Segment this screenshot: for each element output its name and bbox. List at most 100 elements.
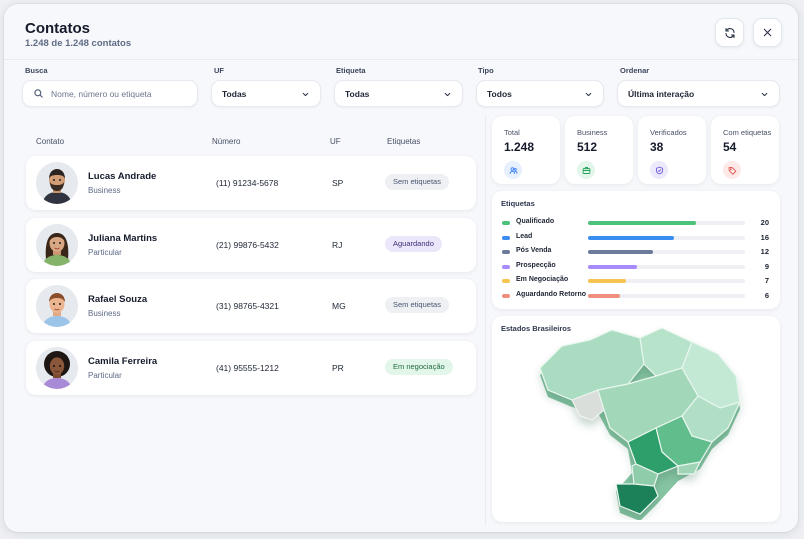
close-icon: [763, 28, 772, 37]
etiqueta-label: Lead: [516, 232, 533, 240]
page-title: Contatos: [25, 20, 90, 37]
contact-uf: RJ: [332, 240, 343, 250]
etiqueta-label: Etiqueta: [336, 66, 366, 75]
etiqueta-row[interactable]: Em Negociação 7: [501, 276, 769, 288]
search-placeholder: Nome, número ou etiqueta: [51, 88, 152, 99]
etiqueta-label: Pós Venda: [516, 247, 552, 255]
stat-value: 512: [577, 140, 598, 154]
etiqueta-row[interactable]: Pós Venda 12: [501, 247, 769, 259]
etiquetas-title: Etiquetas: [501, 199, 535, 208]
contact-number: (21) 99876-5432: [216, 240, 279, 250]
etiqueta-bar-fill: [588, 221, 696, 225]
contact-type: Particular: [88, 371, 122, 380]
map-card: Estados Brasileiros: [492, 316, 780, 522]
etiqueta-label: Aguardando Retorno: [516, 291, 586, 298]
etiqueta-bar-track: [588, 250, 745, 255]
tipo-value: Todos: [487, 88, 512, 99]
status-badge: Em negociação: [385, 359, 453, 375]
etiqueta-count: 6: [764, 291, 769, 300]
state-region-rj[interactable]: [677, 461, 702, 475]
search-icon: [34, 89, 43, 98]
etiqueta-color-swatch: [502, 264, 510, 269]
contact-number: (31) 98765-4321: [216, 301, 279, 311]
etiqueta-color-swatch: [502, 221, 510, 225]
contact-uf: PR: [332, 363, 344, 373]
tipo-select[interactable]: Todos: [476, 80, 604, 107]
uf-select[interactable]: Todas: [211, 80, 321, 107]
avatar: [36, 162, 78, 204]
avatar: [36, 224, 78, 266]
contact-name: Juliana Martins: [88, 233, 158, 244]
uf-value: Todas: [222, 88, 247, 99]
contact-name: Lucas Andrade: [88, 171, 157, 182]
etiqueta-count: 16: [760, 232, 769, 242]
tag-icon: [723, 161, 741, 179]
etiqueta-count: 20: [760, 218, 769, 227]
stat-value: 38: [650, 140, 664, 154]
contact-type: Business: [88, 309, 121, 318]
contact-number: (41) 95555-1212: [216, 363, 279, 373]
etiqueta-bar-track: [588, 264, 745, 269]
etiqueta-count: 12: [760, 247, 769, 257]
etiqueta-label: Qualificado: [516, 218, 555, 225]
table-row[interactable]: Rafael Souza Business (31) 98765-4321 MG…: [26, 279, 476, 333]
etiqueta-row[interactable]: Qualificado 20: [501, 218, 769, 230]
close-button[interactable]: [753, 18, 782, 47]
etiqueta-bar-fill: [588, 279, 626, 284]
etiqueta-bar-track: [588, 294, 745, 298]
state-region-pr[interactable]: [631, 463, 659, 487]
stat-value: 54: [723, 140, 737, 154]
contact-name: Rafael Souza: [88, 294, 148, 305]
stat-label: Com etiquetas: [723, 128, 772, 137]
status-badge: Aguardando: [385, 236, 442, 252]
etiqueta-row[interactable]: Prospecção 9: [501, 262, 769, 274]
brazil-map[interactable]: [532, 324, 750, 520]
status-badge: Sem etiquetas: [385, 297, 449, 313]
etiqueta-bar-fill: [588, 294, 621, 298]
chevron-down-icon: [761, 92, 768, 97]
ordenar-select[interactable]: Última interação: [617, 80, 780, 107]
search-label: Busca: [25, 66, 48, 75]
search-input[interactable]: Nome, número ou etiqueta: [22, 80, 198, 107]
refresh-icon: [724, 27, 735, 38]
etiqueta-row[interactable]: Aguardando Retorno 6: [501, 291, 769, 303]
etiqueta-row[interactable]: Lead 16: [501, 233, 769, 245]
etiqueta-bar-fill: [588, 264, 637, 269]
state-region-south[interactable]: [615, 483, 659, 515]
avatar: [36, 285, 78, 327]
column-header-uf[interactable]: UF: [330, 137, 341, 146]
etiqueta-count: 9: [764, 261, 769, 271]
etiqueta-color-swatch: [502, 235, 510, 240]
state-region-acre[interactable]: [571, 389, 605, 421]
etiqueta-bar-fill: [588, 250, 653, 255]
etiqueta-label: Em Negociação: [516, 276, 569, 284]
tipo-label: Tipo: [478, 66, 494, 75]
etiqueta-label: Prospecção: [516, 261, 556, 269]
header: Contatos 1.248 de 1.248 contatos: [4, 4, 798, 60]
table-row[interactable]: Juliana Martins Particular (21) 99876-54…: [26, 218, 476, 272]
etiqueta-select[interactable]: Todas: [334, 80, 463, 107]
etiqueta-bar-fill: [588, 235, 675, 240]
column-header-numero[interactable]: Número: [212, 137, 241, 146]
stat-card-business: Business 512: [565, 116, 633, 184]
shield-check-icon: [650, 161, 668, 179]
contacts-table: Contato Número UF Etiquetas Lucas Andrad…: [20, 116, 486, 526]
column-header-contato[interactable]: Contato: [36, 137, 65, 146]
stat-value: 1.248: [504, 140, 535, 154]
etiqueta-color-swatch: [502, 279, 510, 284]
etiqueta-bar-track: [588, 279, 745, 284]
column-header-etiquetas[interactable]: Etiquetas: [387, 137, 421, 146]
contact-number: (11) 91234-5678: [216, 178, 279, 188]
refresh-button[interactable]: [715, 18, 744, 47]
stat-card-verificados: Verificados 38: [638, 116, 706, 184]
contact-name: Camila Ferreira: [88, 356, 158, 367]
contact-uf: SP: [332, 178, 344, 188]
briefcase-icon: [577, 161, 595, 179]
contact-type: Particular: [88, 248, 122, 257]
etiqueta-bar-track: [588, 221, 745, 225]
etiqueta-value: Todas: [345, 88, 370, 99]
table-row[interactable]: Camila Ferreira Particular (41) 95555-12…: [26, 341, 476, 395]
contact-type: Business: [88, 186, 121, 195]
table-row[interactable]: Lucas Andrade Business (11) 91234-5678 S…: [26, 156, 476, 210]
contact-uf: MG: [332, 301, 346, 311]
